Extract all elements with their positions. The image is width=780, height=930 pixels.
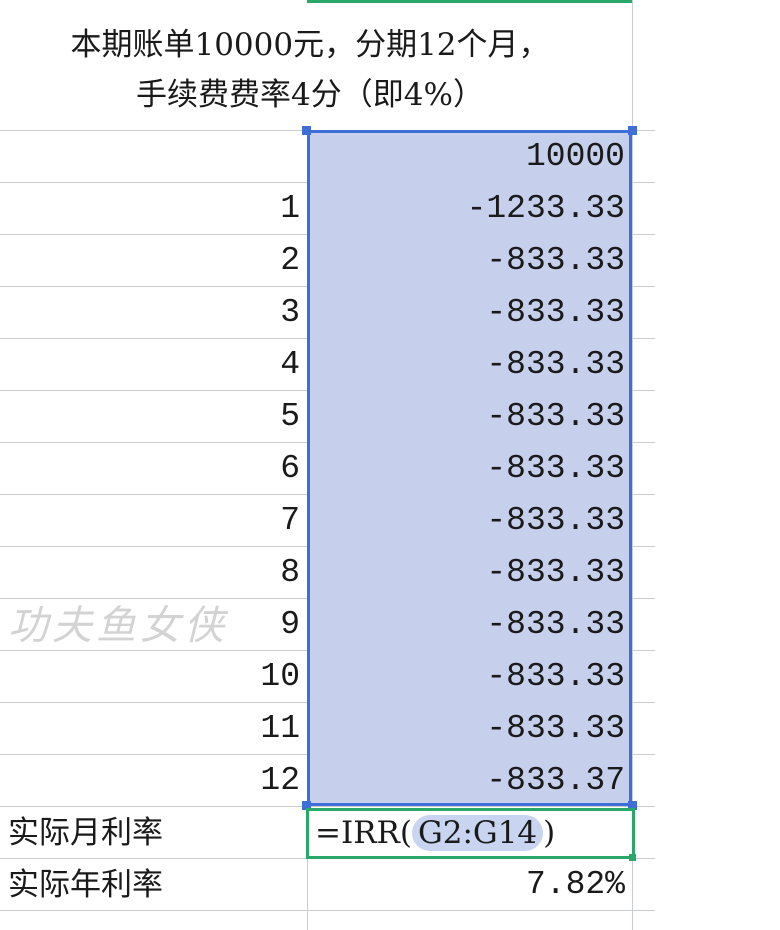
selection-handle[interactable] [302,801,311,810]
period-cell[interactable]: 4 [280,346,300,383]
row-gridline [0,806,655,807]
cashflow-cell[interactable]: -833.33 [486,606,625,643]
monthly-rate-label[interactable]: 实际月利率 [8,815,163,851]
period-cell[interactable]: 8 [280,554,300,591]
period-cell[interactable]: 11 [260,710,300,747]
period-cell[interactable]: 12 [260,762,300,799]
cashflow-cell[interactable]: -833.33 [486,554,625,591]
annual-rate-label[interactable]: 实际年利率 [8,867,163,903]
period-cell[interactable]: 1 [280,190,300,227]
cashflow-cell[interactable]: -833.33 [486,294,625,331]
cashflow-cell[interactable]: -1233.33 [466,190,625,227]
active-cell[interactable] [306,808,635,859]
top-active-edge [307,0,633,3]
period-cell[interactable] [0,130,300,182]
period-cell[interactable]: 7 [280,502,300,539]
cashflow-cell[interactable]: -833.33 [486,450,625,487]
cashflow-cell[interactable]: 10000 [525,138,625,175]
cashflow-cell[interactable]: -833.33 [486,242,625,279]
selection-handle[interactable] [628,801,637,810]
period-cell[interactable]: 10 [260,658,300,695]
cashflow-cell[interactable]: -833.37 [486,762,625,799]
cashflow-cell[interactable]: -833.33 [486,346,625,383]
formula-suffix: ) [543,815,556,851]
title-cell[interactable]: 本期账单10000元，分期12个月， 手续费费率4分（即4%） [0,20,620,120]
cashflow-cell[interactable]: -833.33 [486,658,625,695]
title-line-1: 本期账单10000元，分期12个月， [70,27,550,63]
period-cell[interactable]: 5 [280,398,300,435]
fill-handle[interactable] [629,854,636,861]
title-line-2: 手续费费率4分（即4%） [136,77,484,113]
period-cell[interactable]: 2 [280,242,300,279]
annual-rate-value[interactable]: 7.82% [525,866,625,903]
formula-prefix: =IRR( [315,815,412,851]
selection-handle[interactable] [628,126,637,135]
column-gridline [632,0,633,930]
selection-handle[interactable] [302,126,311,135]
row-gridline [0,910,655,911]
cashflow-cell[interactable]: -833.33 [486,502,625,539]
cashflow-cell[interactable]: -833.33 [486,398,625,435]
formula-cell[interactable]: =IRR(G2:G14) [315,806,625,858]
period-cell[interactable]: 3 [280,294,300,331]
period-cell[interactable]: 9 [280,606,300,643]
cashflow-cell[interactable]: -833.33 [486,710,625,747]
period-cell[interactable]: 6 [280,450,300,487]
selection-range[interactable] [307,130,632,806]
formula-range: G2:G14 [412,815,544,851]
